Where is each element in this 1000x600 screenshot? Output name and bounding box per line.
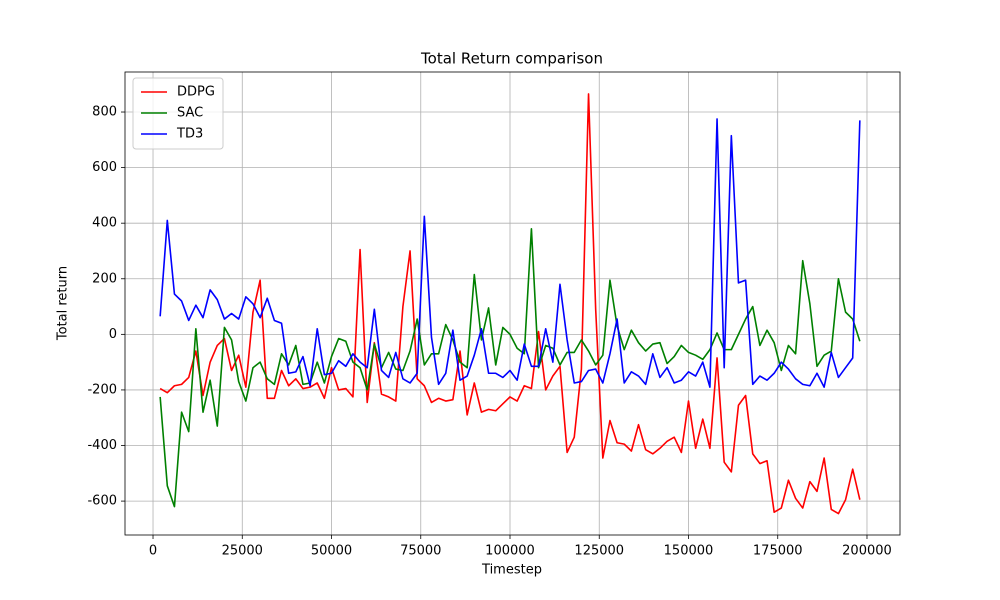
x-axis-label: Timestep [481,563,542,578]
y-tick-label: 200 [92,271,117,286]
x-tick-label: 175000 [753,544,803,559]
x-tick-label: 0 [149,544,157,559]
y-tick-label: 0 [109,327,117,342]
y-tick-label: 400 [92,216,117,231]
plot-frame [124,71,901,536]
x-tick-label: 50000 [311,544,352,559]
y-axis-label: Total return [56,266,71,341]
y-tick-label: -600 [87,494,117,509]
x-tick-label: 100000 [485,544,535,559]
x-tick-label: 25000 [222,544,263,559]
chart-title: Total Return comparison [420,50,603,68]
series-line [159,118,861,388]
series-line [159,93,861,515]
legend-box [132,77,224,150]
y-tick-label: 800 [92,105,117,120]
legend-label: SAC [177,106,203,121]
y-tick-label: 600 [92,160,117,175]
y-tick-label: -400 [87,438,117,453]
x-tick-label: 200000 [842,544,892,559]
legend-label: TD3 [176,127,203,142]
series-line [159,227,861,508]
legend-label: DDPG [177,85,215,100]
x-tick-label: 125000 [574,544,624,559]
x-tick-label: 150000 [664,544,714,559]
y-tick-label: -200 [87,382,117,397]
x-tick-label: 75000 [400,544,441,559]
